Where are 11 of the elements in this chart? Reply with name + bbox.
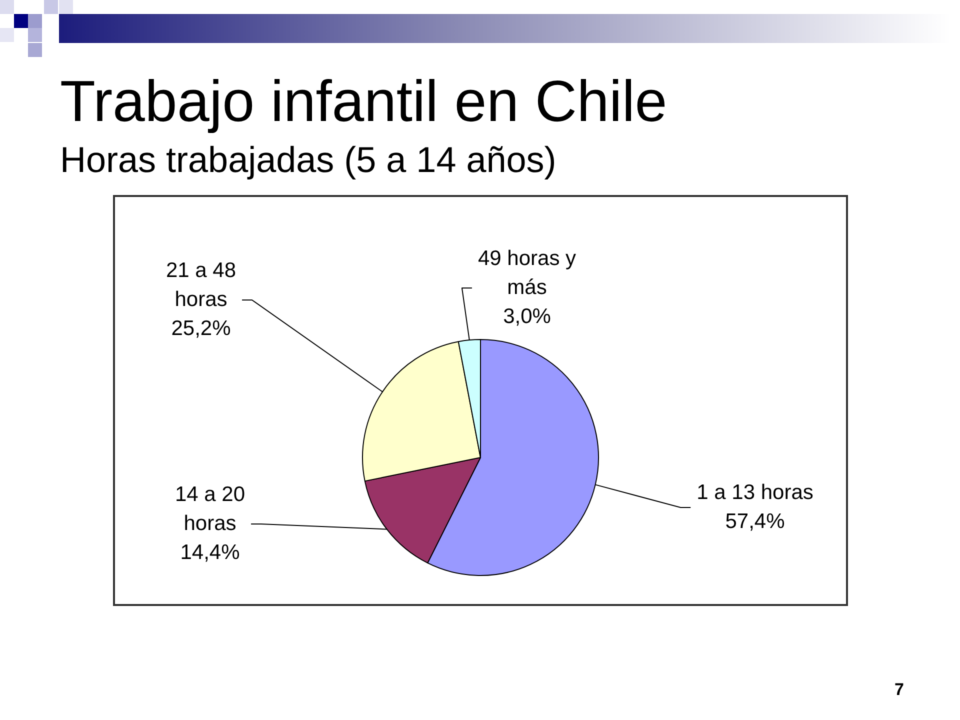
- data-label: 14,4%: [180, 540, 240, 564]
- slice-label: 14 a 20 horas: [174, 482, 246, 535]
- slice-label: 1 a 13 horas: [696, 480, 814, 504]
- data-label: 57,4%: [725, 510, 785, 533]
- text: 7: [894, 680, 904, 699]
- data-label: 25,2%: [171, 316, 231, 340]
- chart-subtitle: Horas trabajadas (5 a 14 años): [60, 139, 556, 180]
- slice-label: 21 a 48 horas: [166, 258, 236, 311]
- slice-label: 49 horas y más: [478, 246, 577, 299]
- chart-title: Trabajo infantil en Chile: [60, 69, 668, 134]
- data-label: 3,0%: [503, 304, 551, 328]
